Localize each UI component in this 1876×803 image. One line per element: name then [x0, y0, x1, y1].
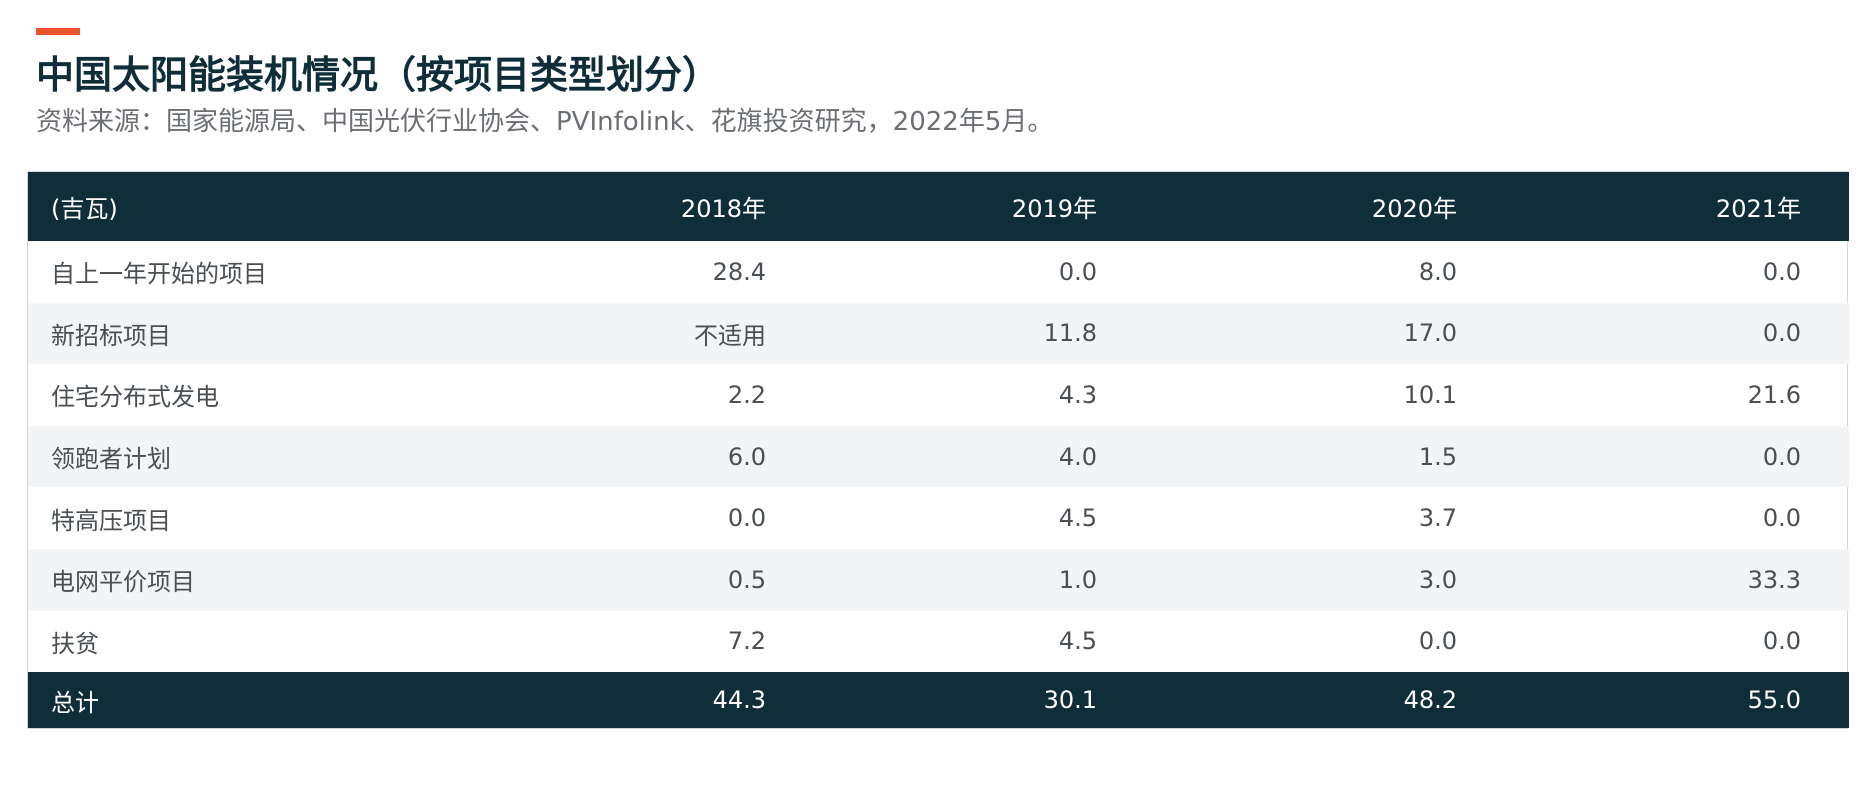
table-header-row: (吉瓦) 2018年 2019年 2020年 2021年: [28, 172, 1849, 241]
table-cell: 21.6: [1747, 380, 1801, 409]
table-cell: 1.0: [1058, 565, 1097, 594]
table-cell: 17.0: [1403, 319, 1457, 348]
table-cell: 0.0: [1762, 627, 1801, 656]
table-row: 领跑者计划 6.0 4.0 1.5 0.0: [28, 425, 1849, 488]
column-header-2019: 2019年: [1011, 195, 1097, 223]
table-row: 电网平价项目 0.5 1.0 3.0 33.3: [28, 548, 1849, 611]
column-header-2020: 2020年: [1371, 195, 1457, 223]
total-label: 总计: [51, 688, 99, 717]
total-cell: 48.2: [1403, 686, 1457, 715]
table-cell: 3.0: [1418, 565, 1457, 594]
table-cell: 0.0: [1058, 257, 1097, 286]
table-cell: 7.2: [727, 627, 766, 656]
unit-header: (吉瓦): [51, 195, 118, 223]
row-label: 扶贫: [51, 629, 99, 658]
table-cell: 4.0: [1058, 442, 1097, 471]
total-cell: 30.1: [1043, 686, 1097, 715]
solar-capacity-table: (吉瓦) 2018年 2019年 2020年 2021年 自上一年开始的项目 2…: [28, 172, 1849, 729]
table-row: 新招标项目 不适用 11.8 17.0 0.0: [28, 302, 1849, 365]
table-cell: 11.8: [1043, 319, 1097, 348]
total-cell: 44.3: [712, 686, 766, 715]
table-row: 住宅分布式发电 2.2 4.3 10.1 21.6: [28, 364, 1849, 426]
table-cell: 6.0: [727, 442, 766, 471]
table-cell: 0.5: [727, 565, 766, 594]
row-label: 住宅分布式发电: [51, 383, 219, 412]
table-cell: 33.3: [1747, 565, 1801, 594]
table-row: 扶贫 7.2 4.5 0.0 0.0: [28, 611, 1849, 673]
table-cell: 4.5: [1058, 627, 1097, 656]
table-cell: 0.0: [1418, 627, 1457, 656]
table-cell: 3.7: [1418, 504, 1457, 533]
table-cell: 0.0: [1762, 504, 1801, 533]
table-row: 自上一年开始的项目 28.4 0.0 8.0 0.0: [28, 241, 1849, 303]
title-accent-bar: [36, 28, 80, 35]
table-cell: 2.2: [727, 380, 766, 409]
table-cell: 10.1: [1403, 380, 1457, 409]
total-cell: 55.0: [1747, 686, 1801, 715]
source-note: 资料来源：国家能源局、中国光伏行业协会、PVInfolink、花旗投资研究，20…: [36, 107, 1054, 137]
table-cell: 28.4: [712, 257, 766, 286]
row-label: 电网平价项目: [51, 568, 195, 597]
row-label: 领跑者计划: [51, 445, 171, 474]
table-cell: 8.0: [1418, 257, 1457, 286]
total-row: 总计 44.3 30.1 48.2 55.0: [28, 672, 1849, 729]
table-cell: 1.5: [1418, 442, 1457, 471]
row-label: 新招标项目: [51, 321, 171, 350]
table-cell: 4.5: [1058, 504, 1097, 533]
table-cell: 0.0: [1762, 257, 1801, 286]
page-title: 中国太阳能装机情况（按项目类型划分）: [36, 53, 721, 97]
column-header-2021: 2021年: [1715, 195, 1801, 223]
table-cell: 0.0: [1762, 442, 1801, 471]
row-label: 特高压项目: [51, 506, 171, 535]
table-row: 特高压项目 0.0 4.5 3.7 0.0: [28, 487, 1849, 549]
data-table-container: (吉瓦) 2018年 2019年 2020年 2021年 自上一年开始的项目 2…: [27, 171, 1849, 730]
table-cell: 0.0: [727, 504, 766, 533]
row-label: 自上一年开始的项目: [51, 260, 267, 289]
table-cell: 不适用: [694, 321, 766, 350]
column-header-2018: 2018年: [680, 195, 766, 223]
table-cell: 0.0: [1762, 319, 1801, 348]
table-cell: 4.3: [1058, 380, 1097, 409]
